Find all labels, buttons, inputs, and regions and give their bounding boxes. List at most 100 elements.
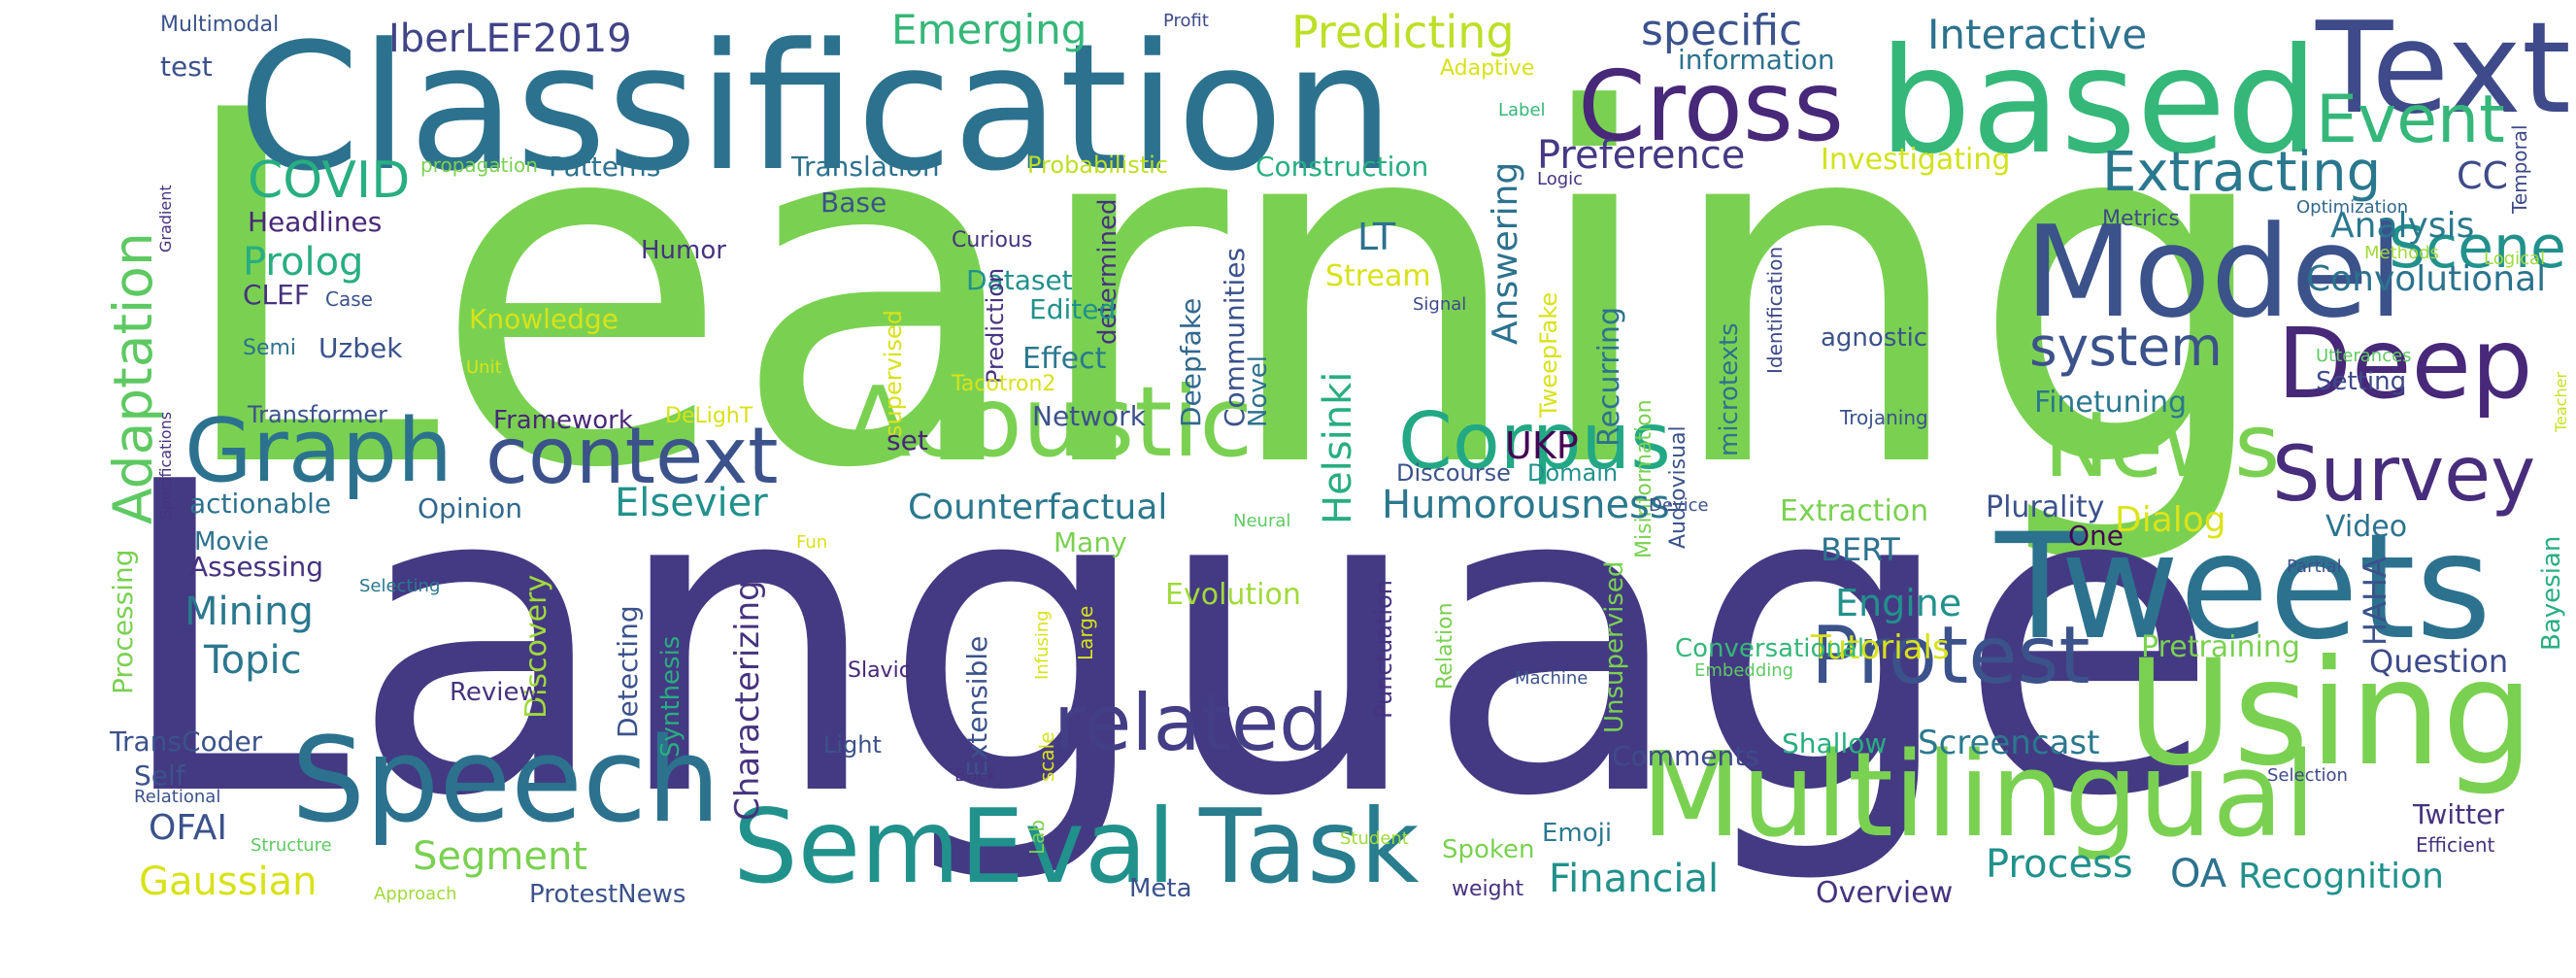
word: TweepFake bbox=[1535, 291, 1562, 418]
word: Survey bbox=[2272, 431, 2536, 519]
word: Shallow bbox=[1782, 727, 1888, 759]
word: OFAI bbox=[149, 808, 227, 848]
word: Adaptation bbox=[102, 232, 164, 524]
word: Neural bbox=[1233, 511, 1291, 531]
word: Elsevier bbox=[615, 481, 768, 525]
word: Infusing bbox=[1032, 610, 1053, 680]
word: Trojaning bbox=[1840, 406, 1928, 429]
word: scale bbox=[1035, 731, 1058, 782]
word: Pretraining bbox=[2141, 630, 2300, 664]
word: Approach bbox=[374, 884, 457, 904]
word: Methods bbox=[2364, 243, 2439, 263]
word: Edited bbox=[1029, 293, 1117, 325]
word: Meta bbox=[1129, 874, 1192, 903]
word: Light bbox=[823, 731, 882, 759]
word: Device bbox=[1649, 495, 1709, 516]
word: DeLighT bbox=[665, 404, 753, 428]
word: Patterns bbox=[549, 151, 661, 183]
word: Detecting bbox=[612, 605, 644, 738]
word: Event bbox=[2316, 82, 2505, 158]
word: ProtestNews bbox=[529, 880, 686, 909]
word: Screencast bbox=[1918, 724, 2100, 762]
word: Transformer bbox=[248, 401, 388, 428]
word: Language bbox=[112, 392, 2221, 890]
word: Humorousness bbox=[1382, 483, 1670, 527]
word: Assessing bbox=[189, 551, 324, 583]
word: Headlines bbox=[248, 206, 383, 238]
word: propagation bbox=[420, 153, 538, 177]
word: News bbox=[2044, 395, 2281, 497]
word: context bbox=[485, 411, 779, 501]
word: Selection bbox=[2267, 765, 2348, 786]
word: Many bbox=[1054, 526, 1127, 558]
word: Extensible bbox=[961, 635, 993, 777]
word: Structure bbox=[251, 835, 332, 856]
word: Prolog bbox=[243, 240, 364, 285]
word: Recognition bbox=[2238, 857, 2444, 896]
word: Knowledge bbox=[469, 303, 619, 335]
word: Efficient bbox=[2416, 833, 2495, 857]
word: Classification bbox=[238, 7, 1395, 210]
word: Synthesis bbox=[656, 635, 686, 758]
word: Lab bbox=[1025, 819, 1049, 855]
word: Relational bbox=[134, 787, 221, 807]
word: Emerging bbox=[891, 6, 1087, 53]
word: Probabilistic bbox=[1027, 152, 1169, 179]
word: Fun bbox=[796, 532, 828, 553]
word: Humor bbox=[641, 236, 726, 265]
word: Novel bbox=[1244, 355, 1273, 427]
word: Relation bbox=[1433, 602, 1457, 690]
word: Question bbox=[2369, 643, 2509, 680]
word: TransCoder bbox=[110, 725, 263, 758]
word: test bbox=[160, 51, 213, 83]
word: OA bbox=[2170, 852, 2227, 896]
word: Tutorials bbox=[1811, 628, 1950, 667]
word: Review bbox=[450, 678, 540, 707]
word: Audiovisual bbox=[1666, 425, 1690, 549]
word: BERT bbox=[1821, 531, 1900, 568]
word: Stream bbox=[1325, 259, 1431, 293]
word: Multilingual bbox=[1641, 728, 2317, 863]
word: Student bbox=[1340, 828, 1409, 849]
word: Effect bbox=[1022, 342, 1107, 376]
word: Setting bbox=[2316, 367, 2407, 396]
word: Unsupervised bbox=[1600, 560, 1629, 733]
word: Selecting bbox=[359, 576, 441, 596]
word: Engine bbox=[1835, 582, 1962, 624]
word: Finetuning bbox=[2034, 386, 2188, 420]
word: Optimization bbox=[2296, 197, 2409, 218]
word: Specifications bbox=[156, 411, 175, 520]
word: Scene bbox=[2389, 214, 2566, 282]
word: Misinformation bbox=[1632, 399, 1656, 558]
word: Text bbox=[2316, 0, 2571, 142]
word: Tweets bbox=[1995, 503, 2492, 672]
word: Acoustic bbox=[845, 365, 1254, 479]
word: Analysis bbox=[2330, 206, 2475, 246]
word: Construction bbox=[1255, 151, 1429, 183]
word: Segment bbox=[413, 834, 587, 879]
word: actionable bbox=[189, 488, 332, 520]
word: Counterfactual bbox=[908, 488, 1168, 527]
word: Discourse bbox=[1396, 459, 1511, 487]
word: LT bbox=[1357, 216, 1396, 258]
word: information bbox=[1678, 44, 1835, 76]
word: Speech bbox=[291, 714, 721, 849]
word: Dataset bbox=[966, 264, 1073, 296]
word: Tacotron2 bbox=[952, 372, 1056, 396]
word: Topic bbox=[204, 638, 302, 683]
word: Prediction bbox=[982, 267, 1009, 384]
word: Graph bbox=[184, 400, 453, 502]
word: Model bbox=[2024, 198, 2404, 346]
word: Answering bbox=[1486, 161, 1525, 345]
word: Framework bbox=[493, 406, 633, 435]
word: Punctuation bbox=[1370, 580, 1397, 719]
word: Curious bbox=[952, 228, 1033, 253]
word: Characterizing bbox=[728, 580, 767, 821]
word: Protest bbox=[1811, 610, 2091, 702]
word: Label bbox=[1498, 100, 1546, 120]
word: Extraction bbox=[1780, 494, 1929, 528]
word: Convolutional bbox=[2306, 259, 2547, 299]
word: Bayesian bbox=[2537, 535, 2566, 651]
word: based bbox=[1879, 17, 2319, 186]
